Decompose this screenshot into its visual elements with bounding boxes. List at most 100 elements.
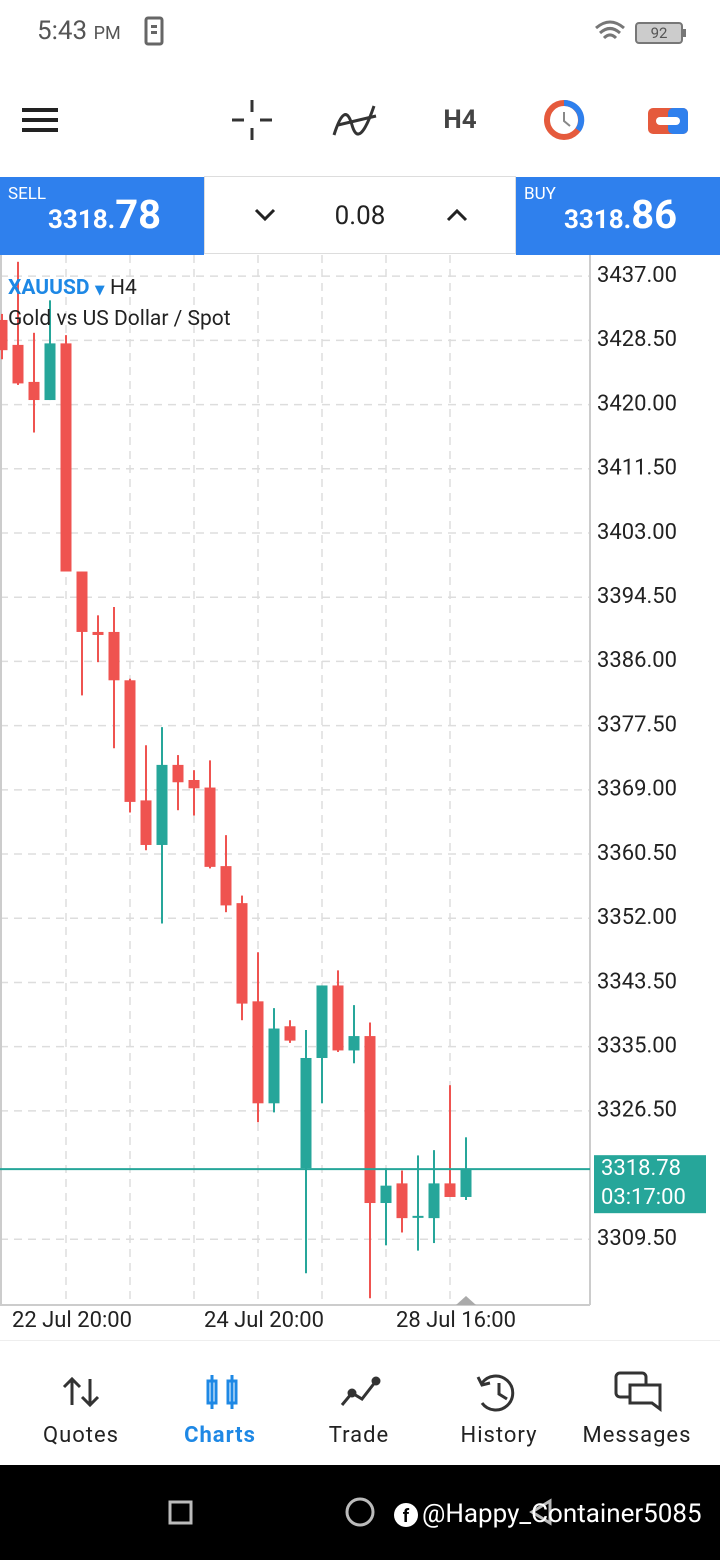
trade-toggle[interactable]: [648, 108, 688, 134]
indicators-button[interactable]: [332, 105, 377, 136]
candle-body: [428, 1183, 440, 1219]
candle-body: [252, 1001, 264, 1104]
y-tick-label: 3377.50: [597, 712, 677, 737]
svg-text:f: f: [403, 1506, 410, 1527]
chart-legend: XAUUSD ▼ H4 Gold vs US Dollar / Spot: [8, 274, 231, 334]
volume[interactable]: 0.08: [334, 201, 386, 231]
candle-body: [156, 764, 168, 845]
period: PM: [93, 23, 121, 44]
crosshair-button[interactable]: [232, 100, 272, 140]
sell-price: 3318.78: [48, 191, 161, 238]
volume-down[interactable]: [253, 205, 277, 225]
y-tick-label: 3335.00: [597, 1033, 677, 1058]
phone-icon: [144, 16, 164, 46]
candle-body: [268, 1028, 280, 1104]
candle-body: [60, 343, 72, 572]
clock-button[interactable]: [544, 99, 585, 140]
scroll-marker: [456, 1296, 476, 1305]
buy-price: 3318.86: [564, 191, 677, 238]
chart: 22 Jul 20:00 24 Jul 20:00 28 Jul 16:00 3437…: [0, 255, 706, 1333]
time: 5:43: [37, 16, 88, 46]
nav-item[interactable]: Charts: [184, 1423, 256, 1448]
toolbar: H4: [22, 99, 688, 140]
candle-body: [300, 1057, 312, 1169]
nav-item[interactable]: Messages: [582, 1423, 692, 1448]
candle-body: [188, 780, 200, 789]
candle-body: [332, 985, 344, 1051]
buy-price-big: 86: [631, 191, 678, 238]
candle-body: [444, 1183, 456, 1197]
sell-button[interactable]: SELL 3318.78: [0, 177, 204, 255]
candle-body: [124, 680, 136, 802]
candle-body: [396, 1183, 408, 1219]
candle-body: [140, 800, 152, 845]
sell-price-main: 3318.: [48, 205, 116, 235]
buy-price-main: 3318.: [564, 205, 632, 235]
timeframe-button[interactable]: H4: [443, 105, 476, 135]
candle-body: [12, 344, 24, 384]
status-time: 5:43 PM: [37, 16, 121, 46]
nav-item[interactable]: History: [460, 1423, 538, 1448]
candle-body: [220, 866, 232, 906]
candle-body: [316, 985, 328, 1058]
candle-body: [412, 1215, 424, 1218]
candle-body: [204, 787, 216, 867]
y-tick-label: 3369.00: [597, 777, 677, 802]
countdown-label: 03:17:00: [601, 1185, 686, 1210]
y-tick-label: 3437.00: [597, 263, 677, 288]
buy-button[interactable]: BUY 3318.86: [516, 177, 720, 255]
symbol[interactable]: XAUUSD: [8, 276, 90, 300]
y-tick-label: 3420.00: [597, 391, 677, 416]
y-tick-label: 3394.50: [597, 584, 677, 609]
y-tick-label: 3326.50: [597, 1098, 677, 1123]
menu-button[interactable]: [22, 108, 58, 132]
messages-icon: [614, 1371, 662, 1412]
symbol-description: Gold vs US Dollar / Spot: [8, 307, 231, 331]
charts-icon: [206, 1375, 238, 1409]
y-tick-label: 3343.50: [597, 969, 677, 994]
candle-body: [92, 631, 104, 635]
history-icon: [476, 1374, 515, 1412]
home-button[interactable]: [345, 1497, 375, 1527]
nav-labels: Quotes Charts Trade History Messages: [0, 1423, 720, 1453]
watermark: @Happy_Container5085: [422, 1499, 702, 1529]
x-tick-label: 28 Jul 16:00: [396, 1308, 516, 1333]
candle-body: [348, 1036, 360, 1051]
bottom-nav: Quotes Charts Trade History Messages: [0, 1340, 720, 1466]
buy-label: BUY: [524, 184, 556, 204]
battery: 92: [651, 24, 668, 42]
candle-body: [380, 1185, 392, 1204]
trade-icon: [340, 1376, 381, 1406]
chart-timeframe: H4: [109, 276, 137, 300]
back-button[interactable]: [529, 1498, 552, 1526]
system-buttons: f: [168, 1497, 552, 1527]
candle-body: [284, 1026, 296, 1041]
candle-body: [172, 764, 184, 783]
candle-body: [364, 1036, 376, 1204]
candle-body: [28, 381, 40, 401]
nav-icons: [62, 1371, 662, 1412]
candle-body: [76, 571, 88, 632]
candle-body: [236, 903, 248, 1004]
candle-body: [108, 631, 120, 681]
quotes-icon: [62, 1376, 100, 1408]
recents-button[interactable]: [168, 1500, 193, 1525]
y-tick-label: 3403.00: [597, 520, 677, 545]
volume-up[interactable]: [445, 205, 469, 225]
y-tick-label: 3352.00: [597, 905, 677, 930]
nav-item[interactable]: Quotes: [42, 1423, 120, 1448]
y-tick-label: 3309.50: [597, 1226, 677, 1251]
sell-price-big: 78: [115, 191, 162, 238]
y-tick-label: 3386.00: [597, 648, 677, 673]
system-nav: f @Happy_Container5085: [0, 1465, 720, 1560]
nav-item[interactable]: Trade: [328, 1423, 390, 1448]
symbol-arrow: ▼: [94, 283, 105, 298]
current-price-label: 3318.78: [601, 1156, 681, 1181]
y-tick-label: 3360.50: [597, 841, 677, 866]
candle-body: [460, 1169, 472, 1197]
x-tick-label: 22 Jul 20:00: [12, 1308, 132, 1333]
y-tick-label: 3428.50: [597, 327, 677, 352]
sell-label: SELL: [8, 184, 47, 204]
current-price-box: [594, 1155, 706, 1214]
